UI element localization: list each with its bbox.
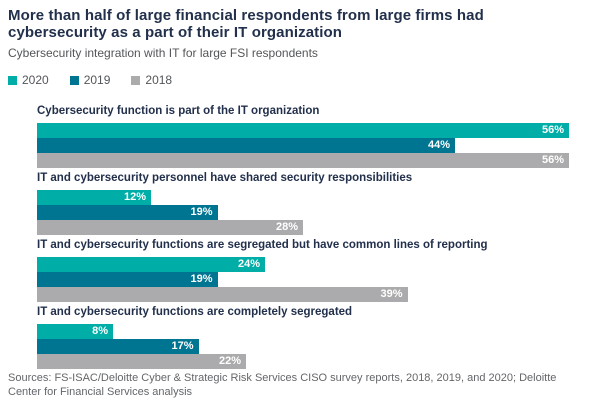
bar-value-label: 22% (218, 355, 241, 367)
bar-row: 12% (37, 190, 592, 205)
bar-2018: 22% (37, 354, 246, 369)
bar-2018: 56% (37, 153, 569, 168)
category-label: Cybersecurity function is part of the IT… (37, 105, 320, 117)
bar-row: 19% (37, 205, 592, 220)
category-label: IT and cybersecurity personnel have shar… (37, 172, 413, 184)
category-label: IT and cybersecurity functions are segre… (37, 239, 488, 251)
bar-group: IT and cybersecurity functions are segre… (37, 238, 592, 302)
legend: 2020 2019 2018 (8, 73, 592, 87)
bar-value-label: 28% (275, 221, 298, 233)
legend-swatch-icon (131, 75, 141, 85)
bar-2020: 56% (37, 123, 569, 138)
bar-value-label: 19% (190, 206, 213, 218)
bar-chart: Cybersecurity function is part of the IT… (37, 104, 592, 369)
legend-item-2020: 2020 (8, 73, 49, 87)
bar-row: 56% (37, 123, 592, 138)
legend-label: 2018 (145, 73, 173, 87)
bar-value-label: 56% (541, 124, 564, 136)
bar-group: IT and cybersecurity functions are compl… (37, 305, 592, 369)
bar-row: 28% (37, 220, 592, 235)
bar-value-label: 17% (171, 340, 194, 352)
bar-value-label: 12% (123, 191, 146, 203)
bar-value-label: 24% (237, 258, 260, 270)
bar-value-label: 44% (427, 139, 450, 151)
legend-label: 2020 (22, 73, 49, 87)
bar-row: 17% (37, 339, 592, 354)
bar-2019: 17% (37, 339, 199, 354)
bar-group: Cybersecurity function is part of the IT… (37, 104, 592, 168)
bar-row: 22% (37, 354, 592, 369)
bar-2020: 24% (37, 257, 265, 272)
bar-2019: 44% (37, 138, 455, 153)
bar-value-label: 39% (380, 288, 403, 300)
bar-2018: 28% (37, 220, 303, 235)
bar-row: 56% (37, 153, 592, 168)
page-title: More than half of large financial respon… (8, 7, 484, 41)
bar-2018: 39% (37, 287, 408, 302)
sources-note: Sources: FS-ISAC/Deloitte Cyber & Strate… (8, 372, 557, 398)
bar-row: 39% (37, 287, 592, 302)
bar-row: 19% (37, 272, 592, 287)
bar-2020: 12% (37, 190, 151, 205)
chart-subtitle: Cybersecurity integration with IT for la… (8, 46, 318, 60)
bar-group: IT and cybersecurity personnel have shar… (37, 171, 592, 235)
bar-2019: 19% (37, 272, 218, 287)
legend-swatch-icon (69, 75, 79, 85)
bar-value-label: 56% (541, 154, 564, 166)
category-label: IT and cybersecurity functions are compl… (37, 306, 353, 318)
bar-2019: 19% (37, 205, 218, 220)
bar-value-label: 8% (92, 325, 108, 337)
bar-row: 44% (37, 138, 592, 153)
legend-swatch-icon (8, 75, 17, 85)
legend-item-2019: 2019 (69, 73, 111, 87)
legend-item-2018: 2018 (131, 73, 172, 87)
bar-value-label: 19% (190, 273, 213, 285)
bar-row: 8% (37, 324, 592, 339)
bar-row: 24% (37, 257, 592, 272)
bar-2020: 8% (37, 324, 113, 339)
legend-label: 2019 (83, 73, 111, 87)
